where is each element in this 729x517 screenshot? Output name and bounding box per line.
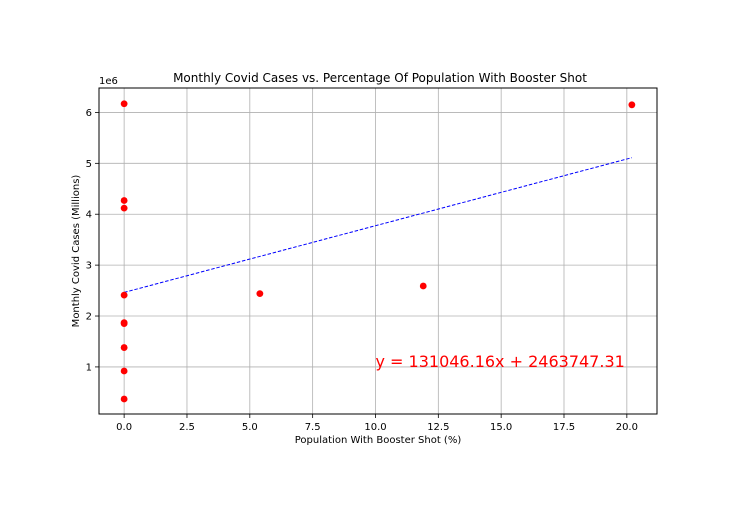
regression-line: [124, 157, 632, 293]
regression-equation: y = 131046.16x + 2463747.31: [375, 352, 624, 371]
data-point: [120, 320, 128, 328]
data-point: [419, 282, 427, 290]
x-tick-label: 20.0: [616, 422, 638, 433]
x-tick-label: 7.5: [305, 422, 321, 433]
y-axis-offset-label: 1e6: [99, 76, 118, 87]
y-tick-label: 4: [86, 210, 92, 221]
y-tick-label: 3: [86, 261, 92, 272]
plot-area-frame: [98, 87, 658, 415]
y-tick-label: 1: [86, 362, 92, 373]
x-tick-label: 2.5: [179, 422, 195, 433]
x-tick-label: 17.5: [553, 422, 575, 433]
data-point: [120, 291, 128, 299]
y-axis-label: Monthly Covid Cases (Millions): [71, 175, 82, 328]
y-axis-ticks: 1 2 3 4 5 6: [86, 108, 99, 373]
x-tick-label: 15.0: [490, 422, 512, 433]
data-point: [120, 367, 128, 375]
x-tick-label: 12.5: [427, 422, 449, 433]
data-point: [120, 100, 128, 108]
chart-title: Monthly Covid Cases vs. Percentage Of Po…: [173, 71, 587, 85]
y-tick-label: 2: [86, 312, 92, 323]
x-axis-ticks: 0.0 2.5 5.0 7.5 10.0 12.5 15.0 17.5 20.0: [116, 414, 638, 433]
x-tick-label: 10.0: [364, 422, 386, 433]
data-point: [256, 290, 264, 298]
regression-line-layer: [124, 157, 632, 293]
x-tick-label: 5.0: [242, 422, 258, 433]
y-tick-label: 5: [86, 159, 92, 170]
data-point: [120, 395, 128, 403]
y-tick-label: 6: [86, 108, 92, 119]
data-point: [120, 204, 128, 212]
x-tick-label: 0.0: [116, 422, 132, 433]
grid-lines: [99, 88, 657, 414]
data-point: [628, 101, 636, 109]
scatter-points: [120, 100, 636, 403]
data-point: [120, 344, 128, 351]
data-point: [120, 197, 128, 204]
x-axis-label: Population With Booster Shot (%): [295, 435, 462, 446]
